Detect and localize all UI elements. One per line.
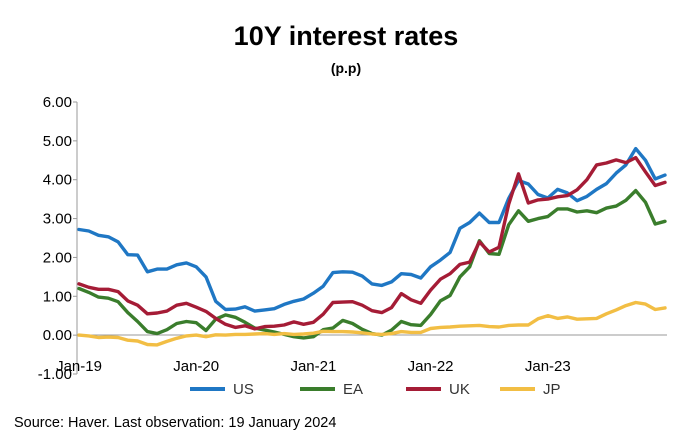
series-lines: [79, 149, 665, 345]
legend: US EA UK JP: [190, 381, 561, 398]
y-axis-ticks: 6.005.004.003.002.001.000.00-1.00: [38, 94, 77, 383]
chart-subtitle: (p.p): [331, 60, 361, 76]
legend-label-uk: UK: [449, 381, 470, 398]
chart-title: 10Y interest rates: [234, 21, 459, 51]
series-line-ea: [79, 191, 665, 338]
legend-label-jp: JP: [543, 381, 561, 398]
y-tick-label: 2.00: [43, 249, 72, 266]
x-tick-label: Jan-21: [290, 358, 336, 375]
line-chart: 10Y interest rates (p.p) 6.00 5.00 4.00 3.0…: [0, 0, 692, 446]
x-axis-ticks: Jan-19 Jan-20 Jan-21 Jan-22 Jan-23: [56, 358, 571, 375]
y-tick-label: 1.00: [43, 288, 72, 305]
x-tick-label: Jan-23: [525, 358, 571, 375]
x-tick-label: Jan-20: [173, 358, 219, 375]
y-tick-label: 6.00: [43, 94, 72, 111]
x-tick-label: Jan-19: [56, 358, 102, 375]
legend-label-ea: EA: [343, 381, 363, 398]
series-line-uk: [79, 158, 665, 329]
legend-label-us: US: [233, 381, 254, 398]
y-tick-label: 5.00: [43, 133, 72, 150]
y-tick-label: 4.00: [43, 172, 72, 189]
source-note: Source: Haver. Last observation: 19 Janu…: [14, 415, 336, 431]
series-line-us: [79, 149, 665, 312]
y-tick-label: 3.00: [43, 211, 72, 228]
y-tick-label: 0.00: [43, 327, 72, 344]
x-tick-label: Jan-22: [408, 358, 454, 375]
